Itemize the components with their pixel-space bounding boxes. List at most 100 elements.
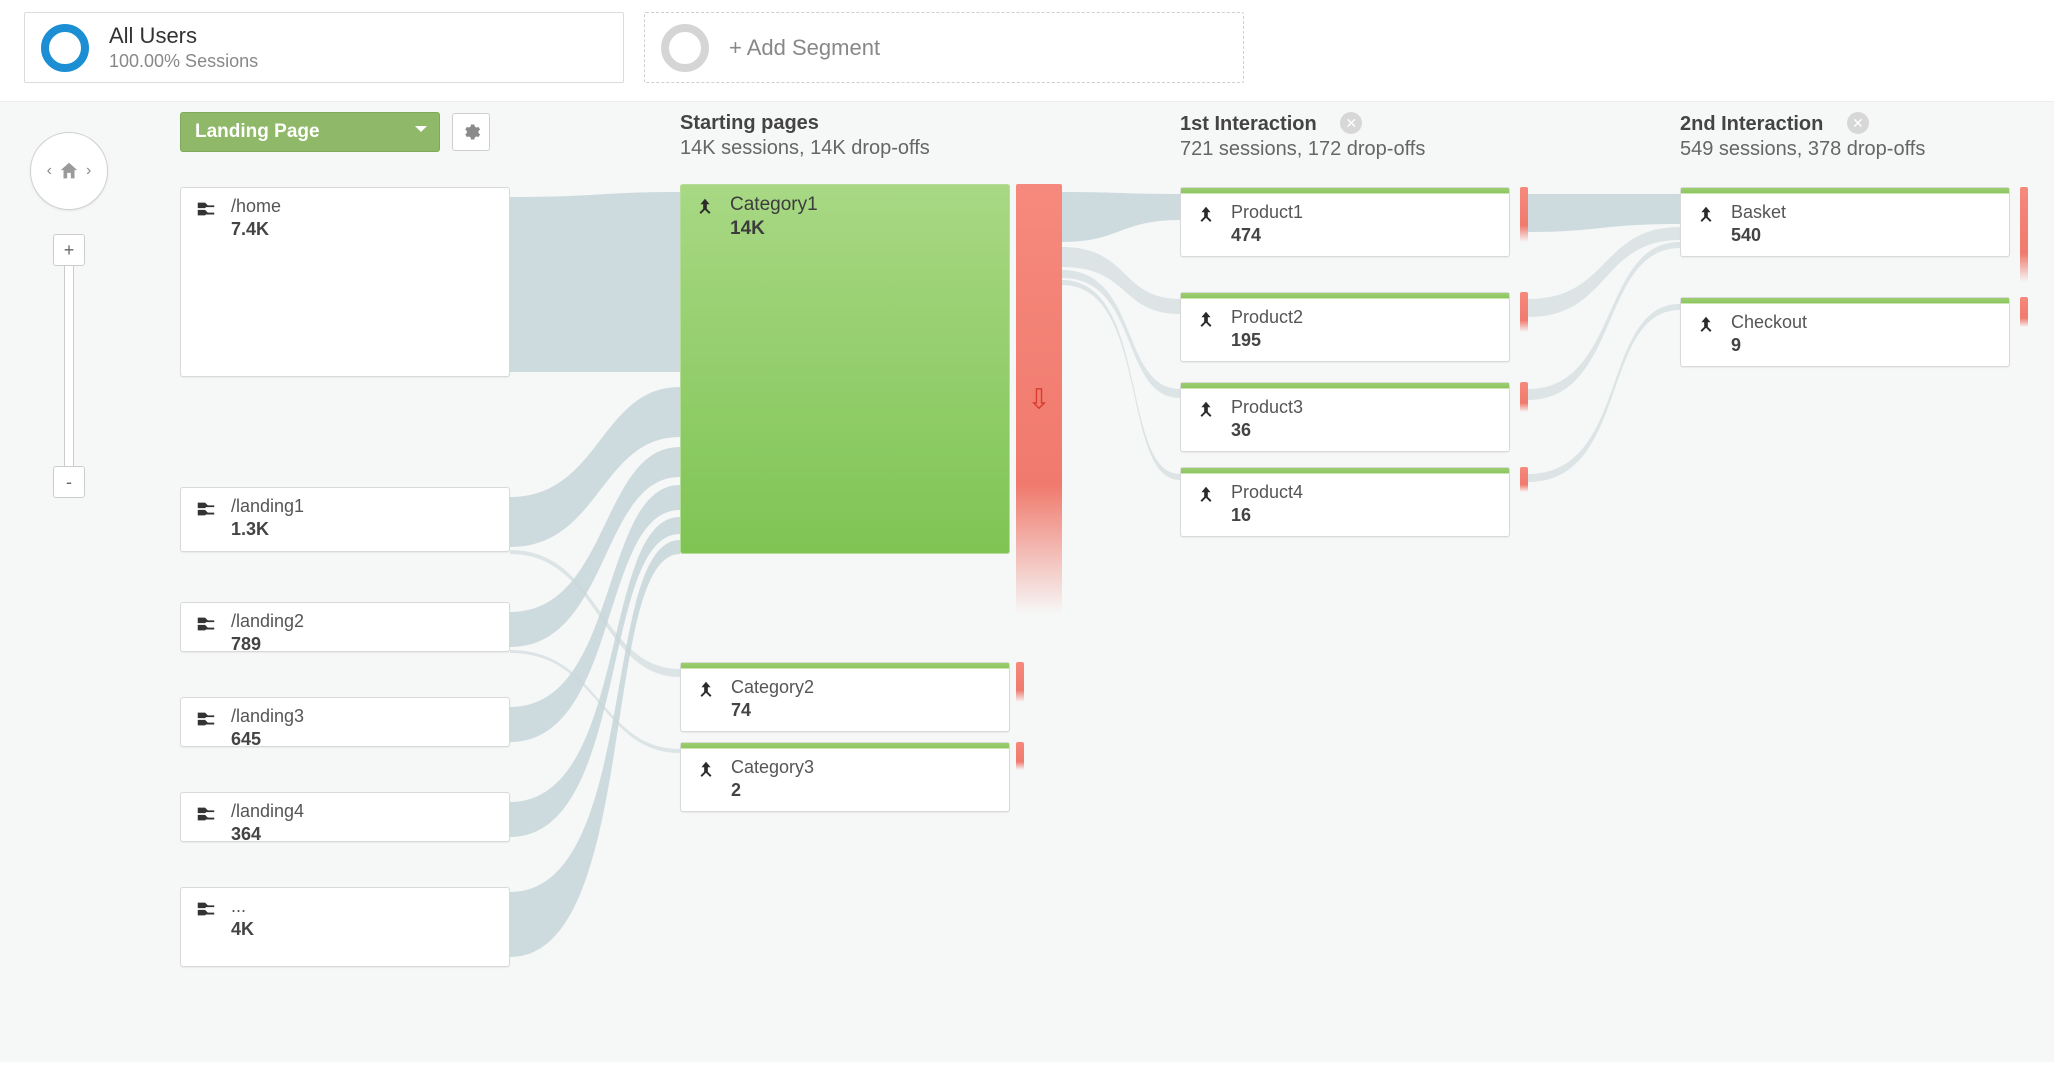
node-label: Product4 <box>1231 482 1303 503</box>
node-label: Product2 <box>1231 307 1303 328</box>
gear-icon <box>461 122 481 142</box>
column-close-button[interactable]: ✕ <box>1847 112 1869 134</box>
segment-add[interactable]: + Add Segment <box>644 12 1244 83</box>
node-value: 540 <box>1731 225 1786 246</box>
dropoff-bar <box>1520 382 1528 412</box>
node-value: 74 <box>731 700 814 721</box>
node-value: 4K <box>231 919 254 940</box>
segment-all-users[interactable]: All Users 100.00% Sessions <box>24 12 624 83</box>
merge-icon <box>1695 314 1717 336</box>
node-label: /landing4 <box>231 801 304 822</box>
dropoff-bar <box>1520 187 1528 242</box>
node-value: 1.3K <box>231 519 304 540</box>
node-value: 645 <box>231 729 304 750</box>
node-value: 16 <box>1231 505 1303 526</box>
node-label: /landing1 <box>231 496 304 517</box>
fork-icon <box>195 613 217 635</box>
dropoff-bar <box>1520 292 1528 332</box>
column-subtitle: 14K sessions, 14K drop-offs <box>680 137 930 160</box>
column-title: Starting pages <box>680 112 930 135</box>
segment-add-ring-icon <box>661 24 709 72</box>
fork-icon <box>195 498 217 520</box>
node-value: 7.4K <box>231 219 281 240</box>
interaction1-node-product3[interactable]: Product3 36 <box>1180 382 1510 452</box>
node-value: 2 <box>731 780 814 801</box>
fork-icon <box>195 708 217 730</box>
behavior-flow: ‹ › + - Lan <box>0 102 2054 1062</box>
dropoff-bar <box>1520 467 1528 492</box>
dimension-select[interactable]: Landing Page <box>180 112 440 152</box>
dropoff-arrow-icon: ⇩ <box>1027 383 1050 416</box>
landing-node-1[interactable]: /landing1 1.3K <box>180 487 510 552</box>
column-subtitle: 549 sessions, 378 drop-offs <box>1680 138 1925 161</box>
node-label: /home <box>231 196 281 217</box>
starting-node-category1[interactable]: Category1 14K <box>680 184 1010 554</box>
interaction2-node-basket[interactable]: Basket 540 <box>1680 187 2010 257</box>
node-label: ... <box>231 896 254 917</box>
node-label: Checkout <box>1731 312 1807 333</box>
starting-node-category2[interactable]: Category2 74 <box>680 662 1010 732</box>
landing-node-4[interactable]: /landing4 364 <box>180 792 510 842</box>
column-title: 1st Interaction <box>1180 113 1317 135</box>
dropoff-bar <box>1016 742 1024 770</box>
merge-icon <box>695 679 717 701</box>
merge-icon <box>694 196 716 218</box>
merge-icon <box>1695 204 1717 226</box>
segment-title: All Users <box>109 23 258 49</box>
node-value: 195 <box>1231 330 1303 351</box>
interaction2-node-checkout[interactable]: Checkout 9 <box>1680 297 2010 367</box>
column-landing: Landing Page <box>180 112 490 152</box>
dropoff-bar <box>1016 662 1024 702</box>
column-interaction2: 2nd Interaction ✕ 549 sessions, 378 drop… <box>1680 112 1925 161</box>
landing-node-more[interactable]: ... 4K <box>180 887 510 967</box>
node-label: Category2 <box>731 677 814 698</box>
merge-icon <box>1195 484 1217 506</box>
node-label: Product3 <box>1231 397 1303 418</box>
node-value: 9 <box>1731 335 1807 356</box>
segment-subtitle: 100.00% Sessions <box>109 51 258 72</box>
merge-icon <box>1195 309 1217 331</box>
starting-node-category3[interactable]: Category3 2 <box>680 742 1010 812</box>
zoom-rail[interactable] <box>64 266 74 466</box>
nav-prev-icon[interactable]: ‹ <box>45 162 54 180</box>
dimension-label: Landing Page <box>195 121 320 142</box>
node-label: Category1 <box>730 194 818 216</box>
landing-node-home[interactable]: /home 7.4K <box>180 187 510 377</box>
column-close-button[interactable]: ✕ <box>1340 112 1362 134</box>
node-value: 364 <box>231 824 304 845</box>
segment-bar: All Users 100.00% Sessions + Add Segment <box>0 0 2054 102</box>
nav-next-icon[interactable]: › <box>84 162 93 180</box>
node-value: 14K <box>730 218 818 240</box>
node-label: /landing3 <box>231 706 304 727</box>
node-label: Basket <box>1731 202 1786 223</box>
landing-node-3[interactable]: /landing3 645 <box>180 697 510 747</box>
zoom-control: + - <box>53 234 85 498</box>
merge-icon <box>695 759 717 781</box>
interaction1-node-product4[interactable]: Product4 16 <box>1180 467 1510 537</box>
column-starting: Starting pages 14K sessions, 14K drop-of… <box>680 112 930 160</box>
dropoff-main: ⇩ <box>1016 184 1062 614</box>
nav-home-control[interactable]: ‹ › <box>30 132 108 210</box>
dropoff-bar <box>2020 187 2028 282</box>
fork-icon <box>195 898 217 920</box>
interaction1-node-product1[interactable]: Product1 474 <box>1180 187 1510 257</box>
zoom-in-button[interactable]: + <box>53 234 85 266</box>
node-label: /landing2 <box>231 611 304 632</box>
segment-ring-icon <box>41 24 89 72</box>
merge-icon <box>1195 399 1217 421</box>
fork-icon <box>195 803 217 825</box>
node-value: 474 <box>1231 225 1303 246</box>
segment-add-label: + Add Segment <box>729 35 880 61</box>
node-value: 36 <box>1231 420 1303 441</box>
landing-node-2[interactable]: /landing2 789 <box>180 602 510 652</box>
column-title: 2nd Interaction <box>1680 113 1823 135</box>
settings-button[interactable] <box>452 113 490 151</box>
node-label: Category3 <box>731 757 814 778</box>
column-subtitle: 721 sessions, 172 drop-offs <box>1180 138 1425 161</box>
dropoff-bar <box>2020 297 2028 327</box>
interaction1-node-product2[interactable]: Product2 195 <box>1180 292 1510 362</box>
node-value: 789 <box>231 634 304 655</box>
home-icon <box>58 160 80 182</box>
column-interaction1: 1st Interaction ✕ 721 sessions, 172 drop… <box>1180 112 1425 161</box>
zoom-out-button[interactable]: - <box>53 466 85 498</box>
